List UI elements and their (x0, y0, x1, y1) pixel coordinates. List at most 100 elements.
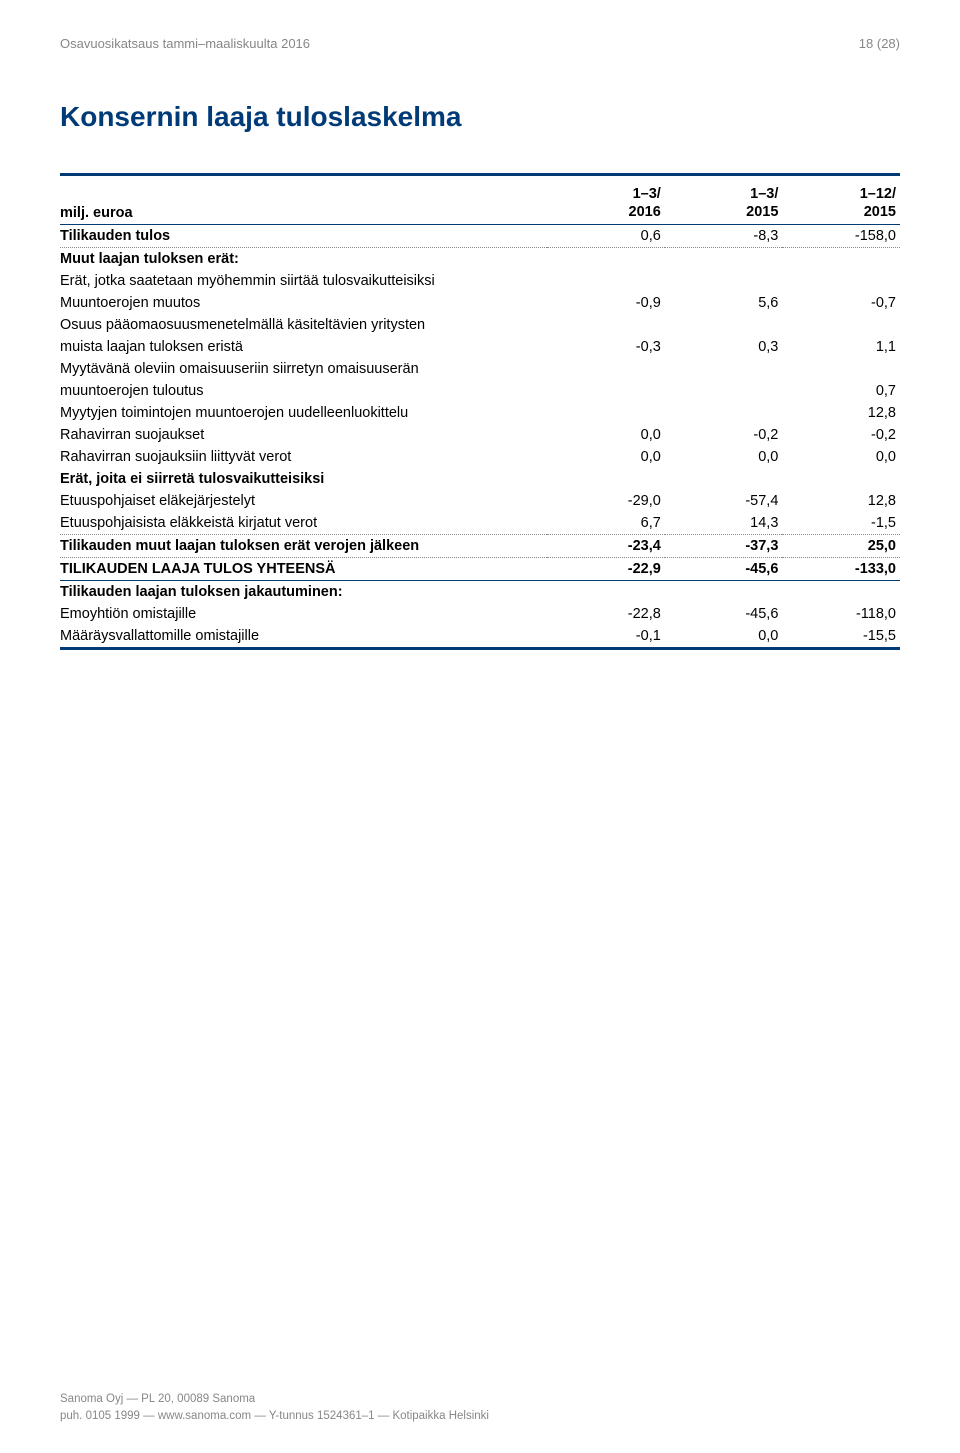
page-header: Osavuosikatsaus tammi–maaliskuulta 2016 … (60, 36, 900, 51)
table-row: Emoyhtiön omistajille-22,8-45,6-118,0 (60, 603, 900, 625)
row-label: Rahavirran suojauksiin liittyvät verot (60, 446, 547, 468)
table-row: Tilikauden muut laajan tuloksen erät ver… (60, 535, 900, 558)
row-label: Emoyhtiön omistajille (60, 603, 547, 625)
row-label: Erät, joita ei siirretä tulosvaikutteisi… (60, 468, 547, 490)
row-value: -45,6 (665, 603, 783, 625)
row-label-header: milj. euroa (60, 182, 547, 225)
row-value: -57,4 (665, 490, 783, 512)
table-row: TILIKAUDEN LAAJA TULOS YHTEENSÄ-22,9-45,… (60, 558, 900, 581)
row-value (665, 314, 783, 336)
row-value (782, 358, 900, 380)
page-footer: Sanoma Oyj — PL 20, 00089 Sanoma puh. 01… (60, 1391, 489, 1426)
row-value (782, 581, 900, 604)
row-value (665, 358, 783, 380)
row-label: Määräysvallattomille omistajille (60, 625, 547, 649)
row-value: -15,5 (782, 625, 900, 649)
row-value (782, 248, 900, 271)
row-label: Tilikauden muut laajan tuloksen erät ver… (60, 535, 547, 558)
col-header-1: 1–3/2016 (547, 182, 665, 225)
row-value: 0,0 (547, 446, 665, 468)
row-label: Erät, jotka saatetaan myöhemmin siirtää … (60, 270, 547, 292)
row-label: Osuus pääomaosuusmenetelmällä käsiteltäv… (60, 314, 547, 336)
footer-line-1: Sanoma Oyj — PL 20, 00089 Sanoma (60, 1391, 489, 1408)
row-value: -0,9 (547, 292, 665, 314)
row-value (782, 270, 900, 292)
row-label: Muuntoerojen muutos (60, 292, 547, 314)
row-value: -0,2 (782, 424, 900, 446)
col-header-3: 1–12/2015 (782, 182, 900, 225)
row-value: 12,8 (782, 402, 900, 424)
row-value: -0,3 (547, 336, 665, 358)
table-row: Etuuspohjaisista eläkkeistä kirjatut ver… (60, 512, 900, 535)
table-row: muuntoerojen tuloutus 0,7 (60, 380, 900, 402)
row-value (665, 468, 783, 490)
row-value: -22,8 (547, 603, 665, 625)
row-value: -45,6 (665, 558, 783, 581)
row-value (547, 380, 665, 402)
row-value: 12,8 (782, 490, 900, 512)
row-value: 25,0 (782, 535, 900, 558)
row-value: 1,1 (782, 336, 900, 358)
footer-line-2: puh. 0105 1999 — www.sanoma.com — Y-tunn… (60, 1408, 489, 1425)
row-value: 0,6 (547, 225, 665, 248)
row-value (547, 248, 665, 271)
row-value: -118,0 (782, 603, 900, 625)
header-right: 18 (28) (859, 36, 900, 51)
row-value: 5,6 (665, 292, 783, 314)
row-label: Tilikauden laajan tuloksen jakautuminen: (60, 581, 547, 604)
row-value (665, 402, 783, 424)
row-value (547, 402, 665, 424)
table-row: Osuus pääomaosuusmenetelmällä käsiteltäv… (60, 314, 900, 336)
row-value: -0,7 (782, 292, 900, 314)
table-row: Myytävänä oleviin omaisuuseriin siirrety… (60, 358, 900, 380)
table-row: Rahavirran suojauksiin liittyvät verot0,… (60, 446, 900, 468)
row-value (547, 468, 665, 490)
row-value (665, 380, 783, 402)
table-row: Etuuspohjaiset eläkejärjestelyt-29,0-57,… (60, 490, 900, 512)
row-value: 0,0 (547, 424, 665, 446)
row-value (547, 581, 665, 604)
row-label: TILIKAUDEN LAAJA TULOS YHTEENSÄ (60, 558, 547, 581)
row-value: -133,0 (782, 558, 900, 581)
row-value: -0,2 (665, 424, 783, 446)
table-row: Määräysvallattomille omistajille-0,10,0-… (60, 625, 900, 649)
row-value: -23,4 (547, 535, 665, 558)
row-label: Etuuspohjaiset eläkejärjestelyt (60, 490, 547, 512)
table-row: Rahavirran suojaukset0,0-0,2-0,2 (60, 424, 900, 446)
page-title: Konsernin laaja tuloslaskelma (60, 101, 900, 133)
row-label: Muut laajan tuloksen erät: (60, 248, 547, 271)
table-row: Tilikauden laajan tuloksen jakautuminen: (60, 581, 900, 604)
income-statement-table: milj. euroa 1–3/2016 1–3/2015 1–12/2015 … (60, 173, 900, 650)
row-value: -1,5 (782, 512, 900, 535)
row-value: -0,1 (547, 625, 665, 649)
row-value (782, 314, 900, 336)
row-value: 14,3 (665, 512, 783, 535)
row-value (665, 581, 783, 604)
row-label: Rahavirran suojaukset (60, 424, 547, 446)
row-label: Myytävänä oleviin omaisuuseriin siirrety… (60, 358, 547, 380)
row-value: 0,7 (782, 380, 900, 402)
row-value: -29,0 (547, 490, 665, 512)
table-row: Muut laajan tuloksen erät: (60, 248, 900, 271)
row-label: Myytyjen toimintojen muuntoerojen uudell… (60, 402, 547, 424)
row-value (547, 270, 665, 292)
table-row: Muuntoerojen muutos-0,95,6-0,7 (60, 292, 900, 314)
row-value: 0,0 (665, 625, 783, 649)
row-value (665, 270, 783, 292)
row-label: muista laajan tuloksen eristä (60, 336, 547, 358)
row-value: -158,0 (782, 225, 900, 248)
table-row: muista laajan tuloksen eristä-0,30,31,1 (60, 336, 900, 358)
row-label: Etuuspohjaisista eläkkeistä kirjatut ver… (60, 512, 547, 535)
row-value: 0,0 (782, 446, 900, 468)
row-value: 0,0 (665, 446, 783, 468)
row-label: muuntoerojen tuloutus (60, 380, 547, 402)
row-value (547, 358, 665, 380)
row-value: -22,9 (547, 558, 665, 581)
col-header-2: 1–3/2015 (665, 182, 783, 225)
table-row: Tilikauden tulos0,6-8,3-158,0 (60, 225, 900, 248)
row-value: 6,7 (547, 512, 665, 535)
table-row: Erät, joita ei siirretä tulosvaikutteisi… (60, 468, 900, 490)
row-value (547, 314, 665, 336)
row-value (665, 248, 783, 271)
row-value: 0,3 (665, 336, 783, 358)
